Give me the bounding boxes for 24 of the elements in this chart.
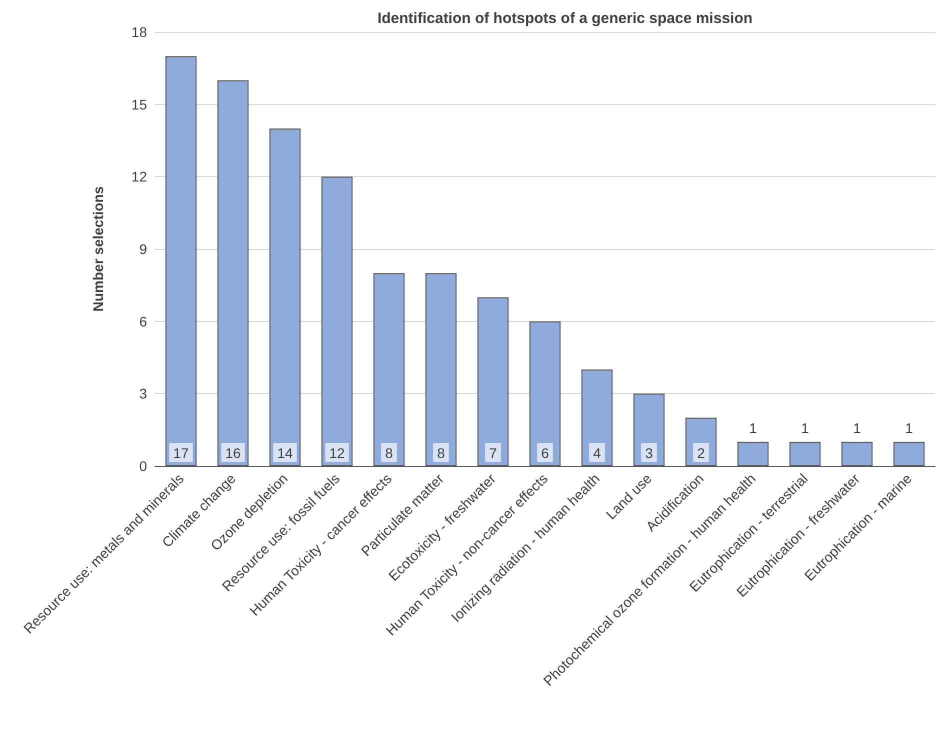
y-tick-label: 18 [131, 24, 148, 40]
data-label: 6 [541, 445, 550, 461]
data-label: 1 [905, 420, 914, 436]
y-tick-label: 6 [139, 313, 148, 330]
data-label: 12 [329, 445, 345, 461]
data-label: 3 [645, 445, 654, 461]
data-label: 1 [749, 420, 758, 436]
data-label: 16 [225, 445, 241, 461]
data-label: 1 [801, 420, 810, 436]
data-label: 14 [277, 445, 293, 461]
y-axis-title: Number selections [90, 186, 106, 312]
chart-title: Identification of hotspots of a generic space mission [377, 10, 753, 27]
data-label: 7 [489, 445, 498, 461]
y-tick-label: 9 [139, 241, 148, 257]
y-tick-label: 0 [139, 458, 148, 474]
data-label: 1 [853, 420, 862, 436]
data-label: 17 [173, 445, 189, 461]
data-label: 8 [385, 445, 394, 461]
y-tick-label: 15 [131, 96, 148, 112]
y-tick-label: 3 [139, 386, 148, 402]
data-label: 2 [697, 445, 706, 461]
data-label: 8 [437, 445, 446, 461]
data-label: 4 [593, 445, 602, 461]
y-tick-label: 12 [131, 168, 148, 185]
